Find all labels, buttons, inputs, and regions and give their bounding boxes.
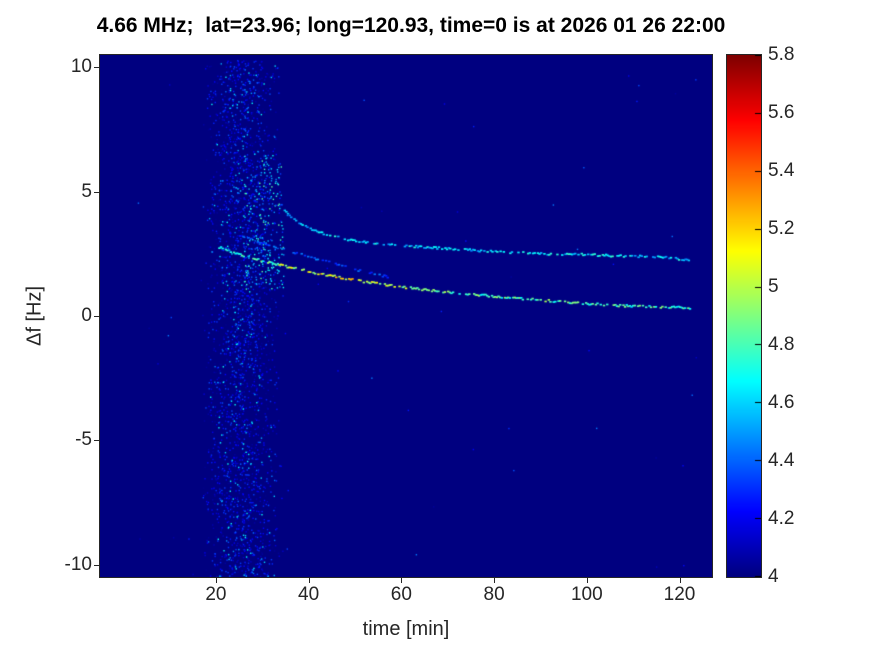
x-tick-mark: [308, 578, 310, 583]
x-tick-mark: [586, 578, 588, 583]
y-tick-label: -5: [75, 429, 92, 451]
colorbar-tick-label: 5: [768, 276, 779, 297]
spectrogram-canvas: [99, 54, 713, 578]
y-tick-label: 10: [70, 56, 92, 78]
y-tick-label: 5: [81, 180, 92, 202]
x-tick-label: 40: [298, 584, 320, 605]
colorbar-tick-label: 4.4: [768, 450, 795, 471]
chart-title: 4.66 MHz; lat=23.96; long=120.93, time=0…: [96, 14, 726, 37]
x-tick-mark: [215, 578, 217, 583]
colorbar-tick-label: 4.6: [768, 392, 795, 413]
y-axis-label: Δf [Hz]: [23, 285, 46, 347]
colorbar-tick-label: 5.4: [768, 160, 795, 181]
x-tick-label: 120: [663, 584, 696, 605]
colorbar-tick-label: 4.2: [768, 508, 795, 529]
y-tick-mark: [94, 67, 99, 69]
y-tick-mark: [94, 440, 99, 442]
y-tick-mark: [94, 564, 99, 566]
y-tick-label: 0: [81, 305, 92, 326]
x-tick-mark: [401, 578, 403, 583]
y-tick-mark: [94, 191, 99, 193]
x-tick-label: 80: [483, 584, 505, 605]
x-tick-label: 60: [390, 584, 412, 605]
colorbar: [726, 54, 762, 578]
colorbar-tick-label: 5.8: [768, 44, 795, 65]
x-tick-mark: [494, 578, 496, 583]
x-tick-label: 100: [570, 584, 603, 605]
x-tick-label: 20: [205, 584, 227, 605]
colorbar-tick-label: 5.6: [768, 102, 795, 123]
x-axis-label: time [min]: [362, 618, 450, 640]
x-tick-mark: [679, 578, 681, 583]
colorbar-tick-label: 4: [768, 566, 779, 587]
colorbar-tick-label: 4.8: [768, 334, 795, 355]
y-tick-label: -10: [64, 553, 92, 575]
colorbar-tick-label: 5.2: [768, 218, 795, 239]
y-tick-mark: [94, 316, 99, 317]
